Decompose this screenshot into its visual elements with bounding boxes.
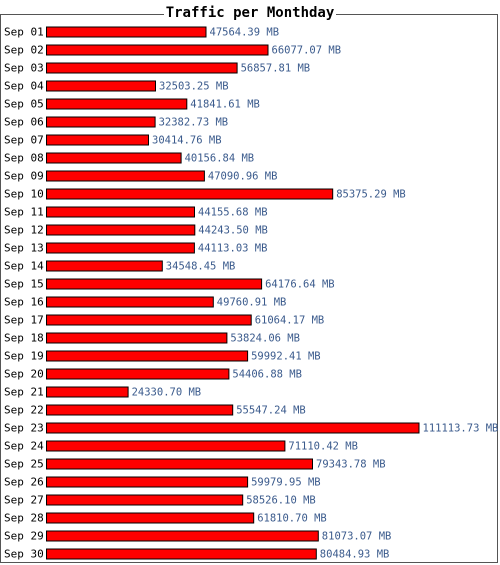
- category-label: Sep 12: [4, 224, 44, 237]
- value-label: 30414.76 MB: [152, 135, 222, 147]
- value-label: 54406.88 MB: [232, 369, 302, 381]
- bar: [46, 152, 182, 164]
- bar: [46, 80, 156, 92]
- bar: [46, 134, 149, 146]
- bar: [46, 314, 252, 326]
- bar: [46, 440, 286, 452]
- bar: [46, 548, 317, 560]
- value-label: 61810.70 MB: [257, 513, 327, 525]
- bar: [46, 116, 156, 128]
- value-label: 66077.07 MB: [272, 45, 342, 57]
- value-label: 32382.73 MB: [159, 117, 229, 129]
- category-label: Sep 09: [4, 170, 44, 183]
- value-label: 47090.96 MB: [208, 171, 278, 183]
- category-label: Sep 01: [4, 26, 44, 39]
- value-label: 49760.91 MB: [217, 297, 287, 309]
- value-label: 111113.73 MB: [423, 423, 499, 435]
- category-label: Sep 11: [4, 206, 44, 219]
- value-label: 55547.24 MB: [236, 405, 306, 417]
- category-label: Sep 23: [4, 422, 44, 435]
- bar: [46, 278, 263, 290]
- value-label: 53824.06 MB: [230, 333, 300, 345]
- category-label: Sep 21: [4, 386, 44, 399]
- category-label: Sep 17: [4, 314, 44, 327]
- category-label: Sep 06: [4, 116, 44, 129]
- bar: [46, 332, 228, 344]
- bar: [46, 476, 249, 488]
- value-label: 59979.95 MB: [251, 477, 321, 489]
- category-label: Sep 30: [4, 548, 44, 561]
- category-label: Sep 18: [4, 332, 44, 345]
- bar: [46, 62, 238, 74]
- bar: [46, 26, 207, 38]
- category-label: Sep 13: [4, 242, 44, 255]
- value-label: 64176.64 MB: [265, 279, 335, 291]
- bar: [46, 512, 255, 524]
- value-label: 85375.29 MB: [336, 189, 406, 201]
- category-label: Sep 25: [4, 458, 44, 471]
- value-label: 24330.70 MB: [132, 387, 202, 399]
- category-label: Sep 03: [4, 62, 44, 75]
- category-label: Sep 15: [4, 278, 44, 291]
- chart-title-text: Traffic per Monthday: [163, 5, 337, 21]
- category-label: Sep 02: [4, 44, 44, 57]
- bar: [46, 386, 129, 398]
- value-label: 44243.50 MB: [198, 225, 268, 237]
- value-label: 80484.93 MB: [320, 549, 390, 561]
- bar: [46, 350, 249, 362]
- value-label: 32503.25 MB: [159, 81, 229, 93]
- value-label: 79343.78 MB: [316, 459, 386, 471]
- category-label: Sep 20: [4, 368, 44, 381]
- bar: [46, 224, 196, 236]
- value-label: 40156.84 MB: [185, 153, 255, 165]
- bar: [46, 422, 420, 434]
- category-label: Sep 08: [4, 152, 44, 165]
- value-label: 71110.42 MB: [288, 441, 358, 453]
- bar: [46, 206, 195, 218]
- category-label: Sep 19: [4, 350, 44, 363]
- value-label: 47564.39 MB: [210, 27, 280, 39]
- bar: [46, 458, 313, 470]
- bar: [46, 494, 244, 506]
- category-label: Sep 26: [4, 476, 44, 489]
- category-label: Sep 14: [4, 260, 44, 273]
- bar: [46, 260, 163, 272]
- bar: [46, 170, 205, 182]
- category-label: Sep 05: [4, 98, 44, 111]
- chart-title: Traffic per Monthday: [0, 5, 500, 21]
- category-label: Sep 10: [4, 188, 44, 201]
- category-label: Sep 04: [4, 80, 44, 93]
- value-label: 61064.17 MB: [255, 315, 325, 327]
- value-label: 34548.45 MB: [166, 261, 236, 273]
- bar: [46, 368, 230, 380]
- bar: [46, 44, 269, 56]
- value-label: 44155.68 MB: [198, 207, 268, 219]
- value-label: 59992.41 MB: [251, 351, 321, 363]
- value-label: 44113.03 MB: [198, 243, 268, 255]
- bar: [46, 404, 234, 416]
- bar: [46, 530, 319, 542]
- bar: [46, 188, 334, 200]
- category-label: Sep 27: [4, 494, 44, 507]
- value-label: 41841.61 MB: [190, 99, 260, 111]
- bar: [46, 242, 195, 254]
- category-label: Sep 07: [4, 134, 44, 147]
- category-label: Sep 24: [4, 440, 44, 453]
- bar: [46, 98, 188, 110]
- category-label: Sep 16: [4, 296, 44, 309]
- value-label: 58526.10 MB: [246, 495, 316, 507]
- value-label: 56857.81 MB: [241, 63, 311, 75]
- category-label: Sep 22: [4, 404, 44, 417]
- value-label: 81073.07 MB: [322, 531, 392, 543]
- category-label: Sep 28: [4, 512, 44, 525]
- bar: [46, 296, 214, 308]
- category-label: Sep 29: [4, 530, 44, 543]
